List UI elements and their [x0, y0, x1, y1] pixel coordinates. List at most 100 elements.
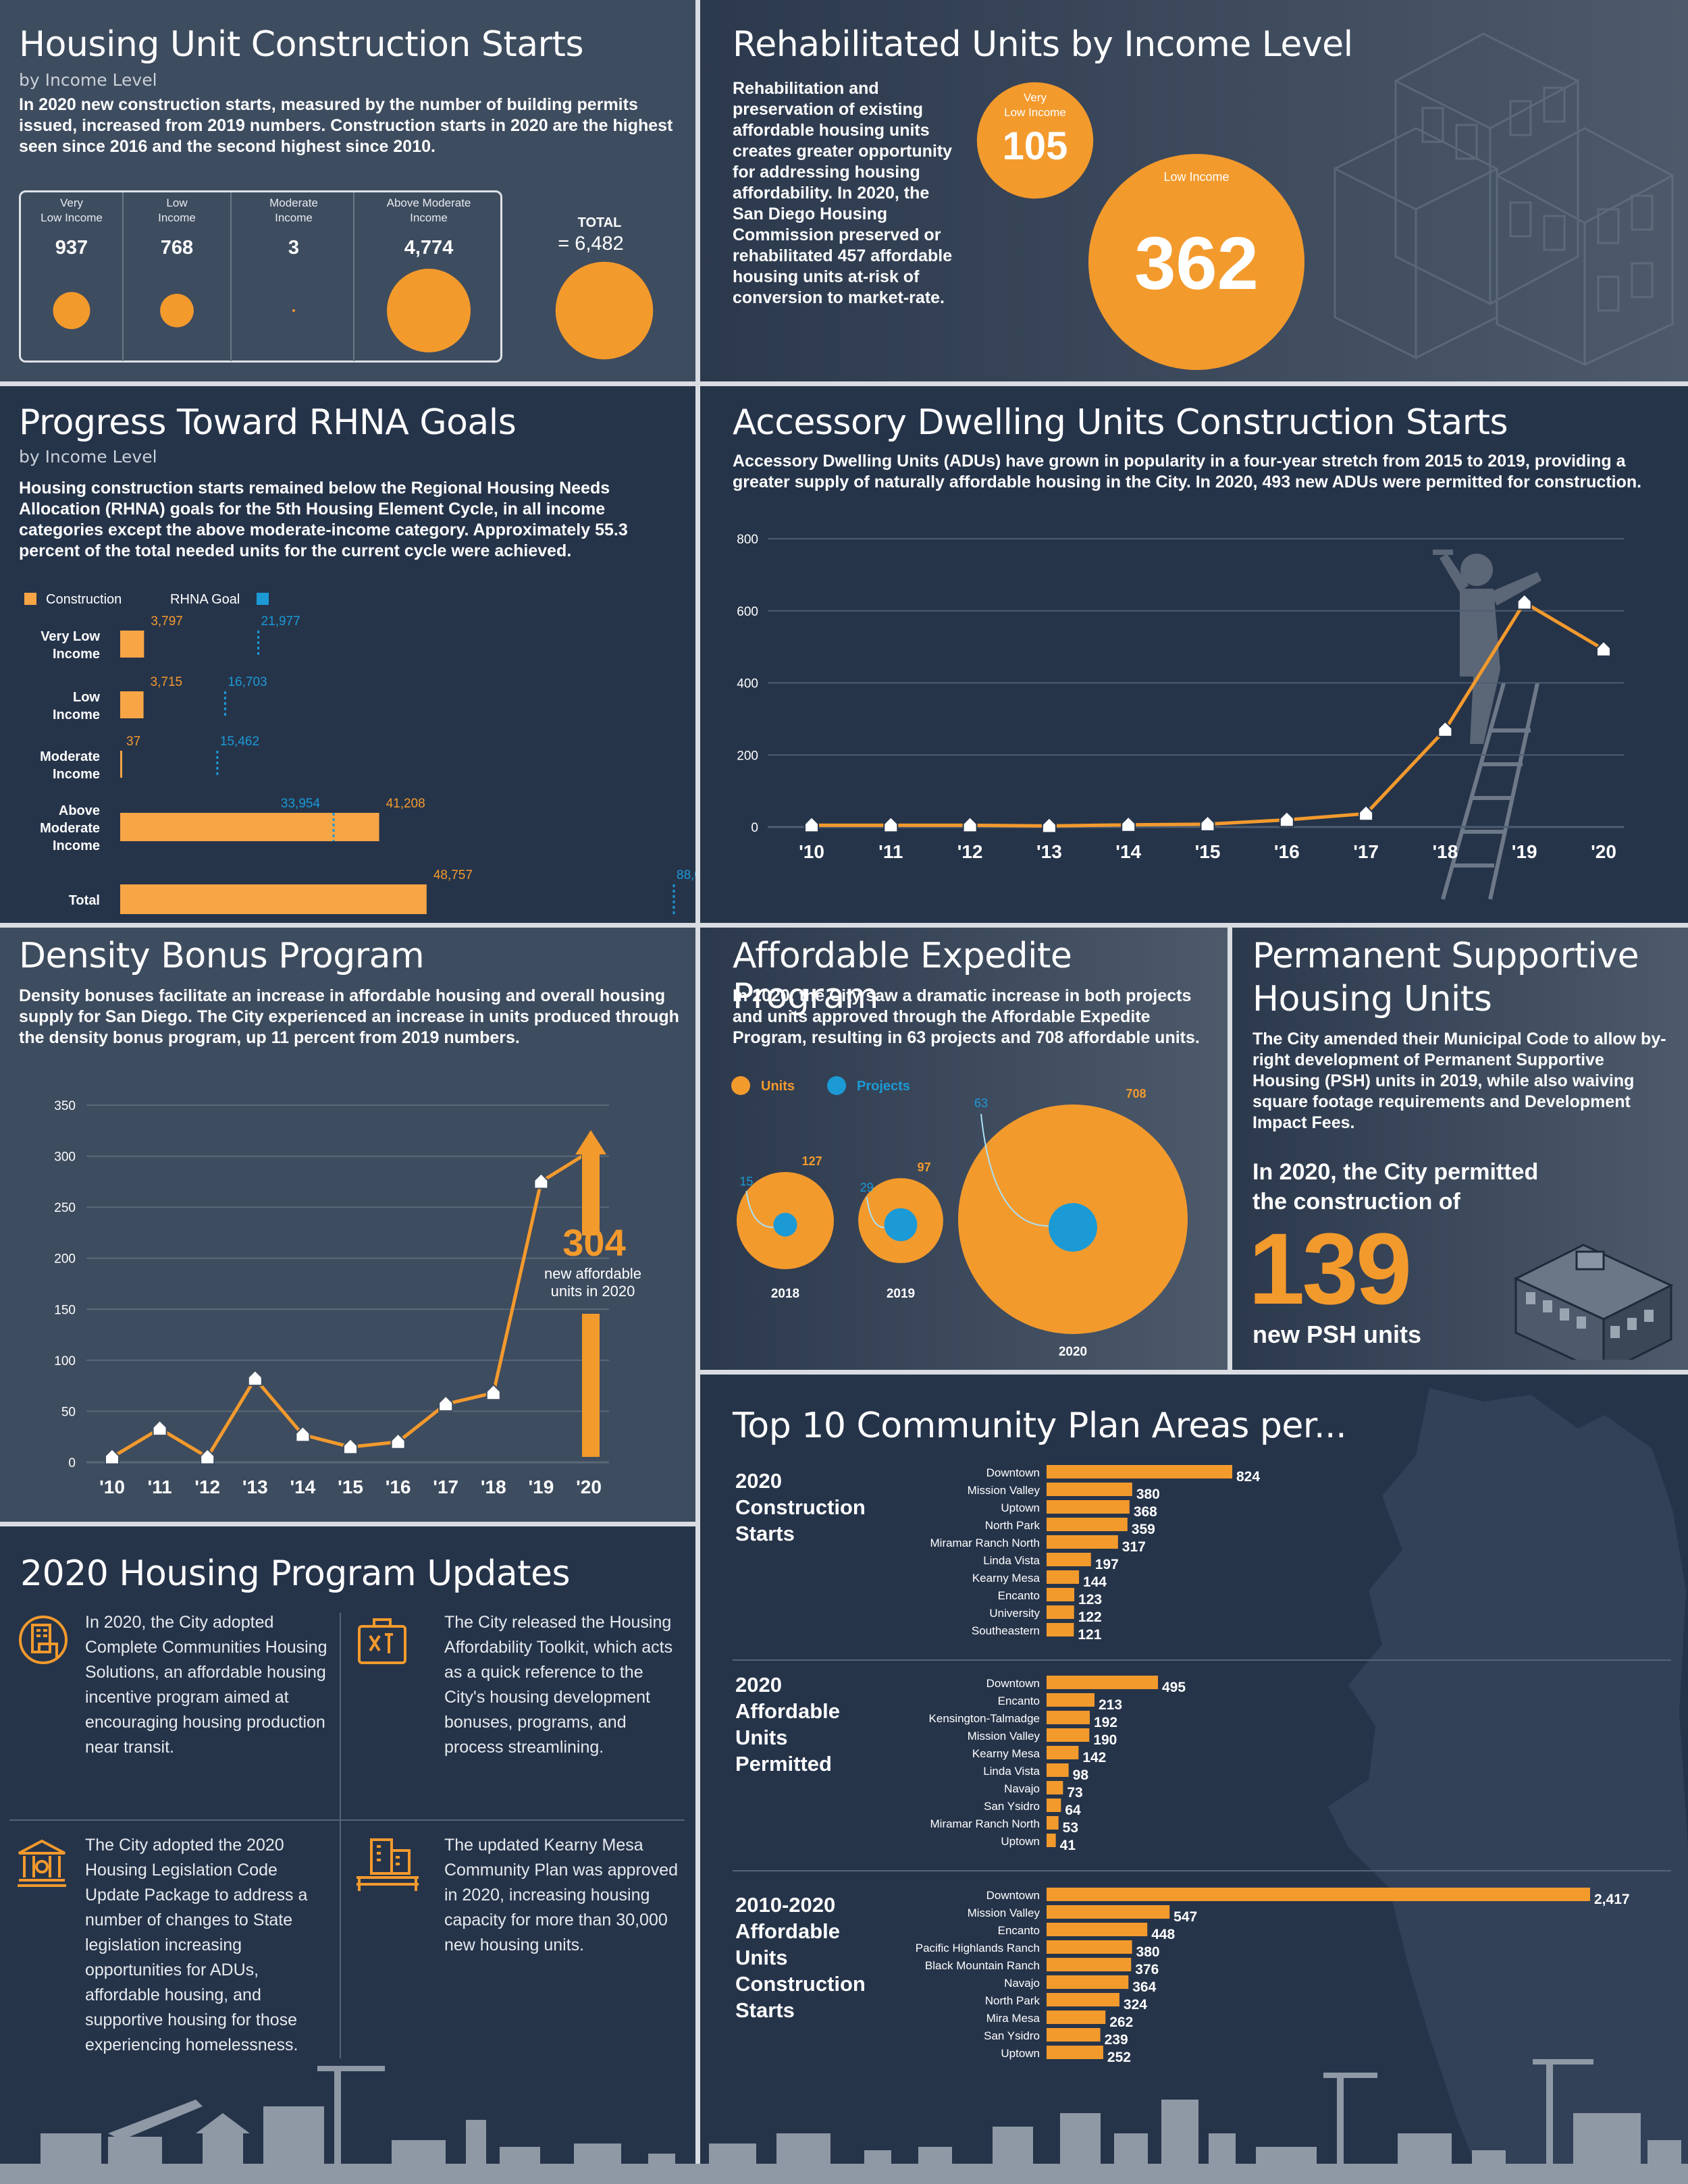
very-low-income-bubble — [976, 82, 1094, 199]
community-plan-bar — [1047, 1905, 1170, 1919]
community-plan-area-label: San Ysidro — [984, 2029, 1040, 2042]
data-point-house-marker — [1279, 810, 1294, 828]
community-plan-bar — [1047, 2028, 1101, 2042]
data-point-house-marker — [1438, 720, 1453, 737]
community-plan-value: 547 — [1173, 1909, 1197, 1925]
x-tick-label: '13 — [242, 1476, 268, 1497]
x-tick-label: '12 — [194, 1476, 220, 1497]
x-tick-label: '17 — [1353, 841, 1379, 862]
density-callout-label: new affordable — [544, 1265, 641, 1282]
rhna-description: Housing construction starts remained bel… — [19, 479, 628, 560]
total-bubble — [555, 261, 654, 360]
community-plan-value: 380 — [1136, 1944, 1160, 1960]
x-tick-label: '11 — [147, 1476, 172, 1497]
section-title-line: Permitted — [735, 1752, 832, 1776]
density-description: Density bonuses facilitate an increase i… — [19, 986, 679, 1047]
density-callout-arrow — [582, 1154, 600, 1235]
projects-leader-line — [866, 1196, 885, 1228]
community-plan-value: 213 — [1099, 1697, 1122, 1713]
community-plan-area-label: Kensington-Talmadge — [929, 1712, 1040, 1725]
construction-starts-panel: Housing Unit Construction Starts by Inco… — [0, 0, 695, 381]
community-plan-value: 368 — [1134, 1504, 1157, 1520]
section-title-line: Affordable — [735, 1699, 840, 1723]
rhna-chart: Construction RHNA Goal Very Low Income 3,797… — [24, 592, 695, 914]
community-plan-bar — [1047, 1570, 1080, 1584]
data-point-house-marker — [1200, 815, 1215, 832]
data-point-house-marker — [1516, 593, 1532, 610]
community-plan-value: 2,417 — [1594, 1892, 1630, 1907]
x-tick-label: '16 — [386, 1476, 411, 1497]
rhna-construction-bar — [120, 884, 427, 914]
income-category-box — [19, 190, 502, 363]
income-category-label: Low Income — [41, 211, 103, 224]
section-title-line: Construction — [735, 1495, 866, 1519]
community-plan-bar — [1047, 1781, 1063, 1794]
community-plan-value: 364 — [1132, 1979, 1156, 1995]
income-category-label: Income — [158, 211, 196, 224]
top10-title: Top 10 Community Plan Areas per... — [733, 1406, 1347, 1446]
starts-bubble — [53, 292, 90, 329]
toolkit-icon — [358, 1618, 406, 1664]
update-text: The updated Kearny Mesa Community Plan w… — [444, 1836, 678, 1954]
y-tick-label: 150 — [54, 1303, 76, 1317]
y-tick-label: 50 — [61, 1405, 76, 1419]
income-category-value: 3 — [288, 237, 299, 259]
income-category-label: Very — [60, 196, 84, 209]
x-tick-label: '16 — [1274, 841, 1300, 862]
update-text: The City adopted the 2020 Housing Legisl… — [85, 1836, 308, 2054]
community-plan-bar — [1047, 1923, 1148, 1936]
y-tick-label: 400 — [737, 677, 758, 691]
community-plan-bar — [1047, 1483, 1132, 1496]
projects-leader-line — [745, 1190, 774, 1228]
bubble-label: Low Income — [1004, 106, 1066, 119]
starts-bubble — [160, 294, 194, 327]
rhna-category-label: Income — [53, 647, 100, 662]
transit-housing-icon — [19, 1616, 68, 1664]
rhna-construction-label: 3,715 — [151, 675, 183, 689]
section-title-line: Starts — [735, 1522, 795, 1545]
income-category-label: Above Moderate — [387, 196, 471, 209]
construction-starts-title: Housing Unit Construction Starts — [19, 24, 584, 65]
community-plan-value: 448 — [1151, 1927, 1175, 1942]
top10-bar-charts: Downtown 824 Mission Valley 380 Uptown 368 Nor… — [916, 1465, 1630, 2065]
data-point-house-marker — [883, 816, 899, 833]
community-plan-value: 73 — [1067, 1785, 1082, 1801]
density-line-chart: 0 50 100 150 200 250 300 350 '10 '11 '12 '13 '14 '15 '… — [54, 1099, 641, 1497]
expedite-title: Affordable Expedite Program — [733, 936, 1072, 1017]
density-panel: Density Bonus Program Density bonuses fa… — [0, 928, 695, 1522]
income-category-label: Income — [410, 211, 448, 224]
community-plan-area-label: Kearny Mesa — [972, 1572, 1040, 1584]
bubble-value: 105 — [1003, 124, 1068, 168]
community-plan-bar — [1047, 1746, 1079, 1759]
community-plan-value: 121 — [1078, 1627, 1101, 1643]
community-plan-bar — [1047, 1588, 1075, 1601]
section-title-affordable: 2020 Affordable Units Permitted — [735, 1672, 840, 1777]
rhna-category-label: Low — [73, 690, 100, 705]
san-diego-map-silhouette — [1328, 1388, 1688, 2184]
projects-value-label: 15 — [739, 1175, 753, 1188]
rhna-goal-label: 15,462 — [220, 735, 259, 749]
community-plan-bar — [1047, 1816, 1059, 1830]
x-tick-label: '13 — [1036, 841, 1062, 862]
x-tick-label: '14 — [1115, 841, 1141, 862]
community-plan-bar — [1047, 1553, 1091, 1566]
community-plan-area-label: Mission Valley — [968, 1484, 1040, 1497]
community-plan-bar — [1047, 1623, 1074, 1636]
community-plan-value: 144 — [1083, 1574, 1107, 1590]
x-tick-label: '15 — [338, 1476, 363, 1497]
community-plan-value: 252 — [1107, 2050, 1131, 2065]
data-point-house-marker — [804, 816, 819, 833]
y-tick-label: 350 — [54, 1099, 76, 1113]
rhna-panel: Progress Toward RHNA Goals by Income Lev… — [0, 386, 695, 923]
update-text: The City released the Housing Affordabil… — [444, 1613, 673, 1757]
x-tick-label: '18 — [1432, 841, 1458, 862]
data-point-house-marker — [438, 1395, 454, 1412]
projects-value-label: 29 — [860, 1181, 874, 1194]
community-plan-area-label: Kearny Mesa — [972, 1747, 1040, 1760]
rhna-category-label: Moderate — [40, 749, 100, 764]
section-title-line: Starts — [735, 1998, 795, 2022]
community-plan-value: 495 — [1162, 1680, 1186, 1695]
community-plan-value: 197 — [1095, 1557, 1119, 1572]
community-plan-value: 380 — [1136, 1487, 1160, 1502]
rhna-construction-label: 41,208 — [386, 797, 425, 811]
